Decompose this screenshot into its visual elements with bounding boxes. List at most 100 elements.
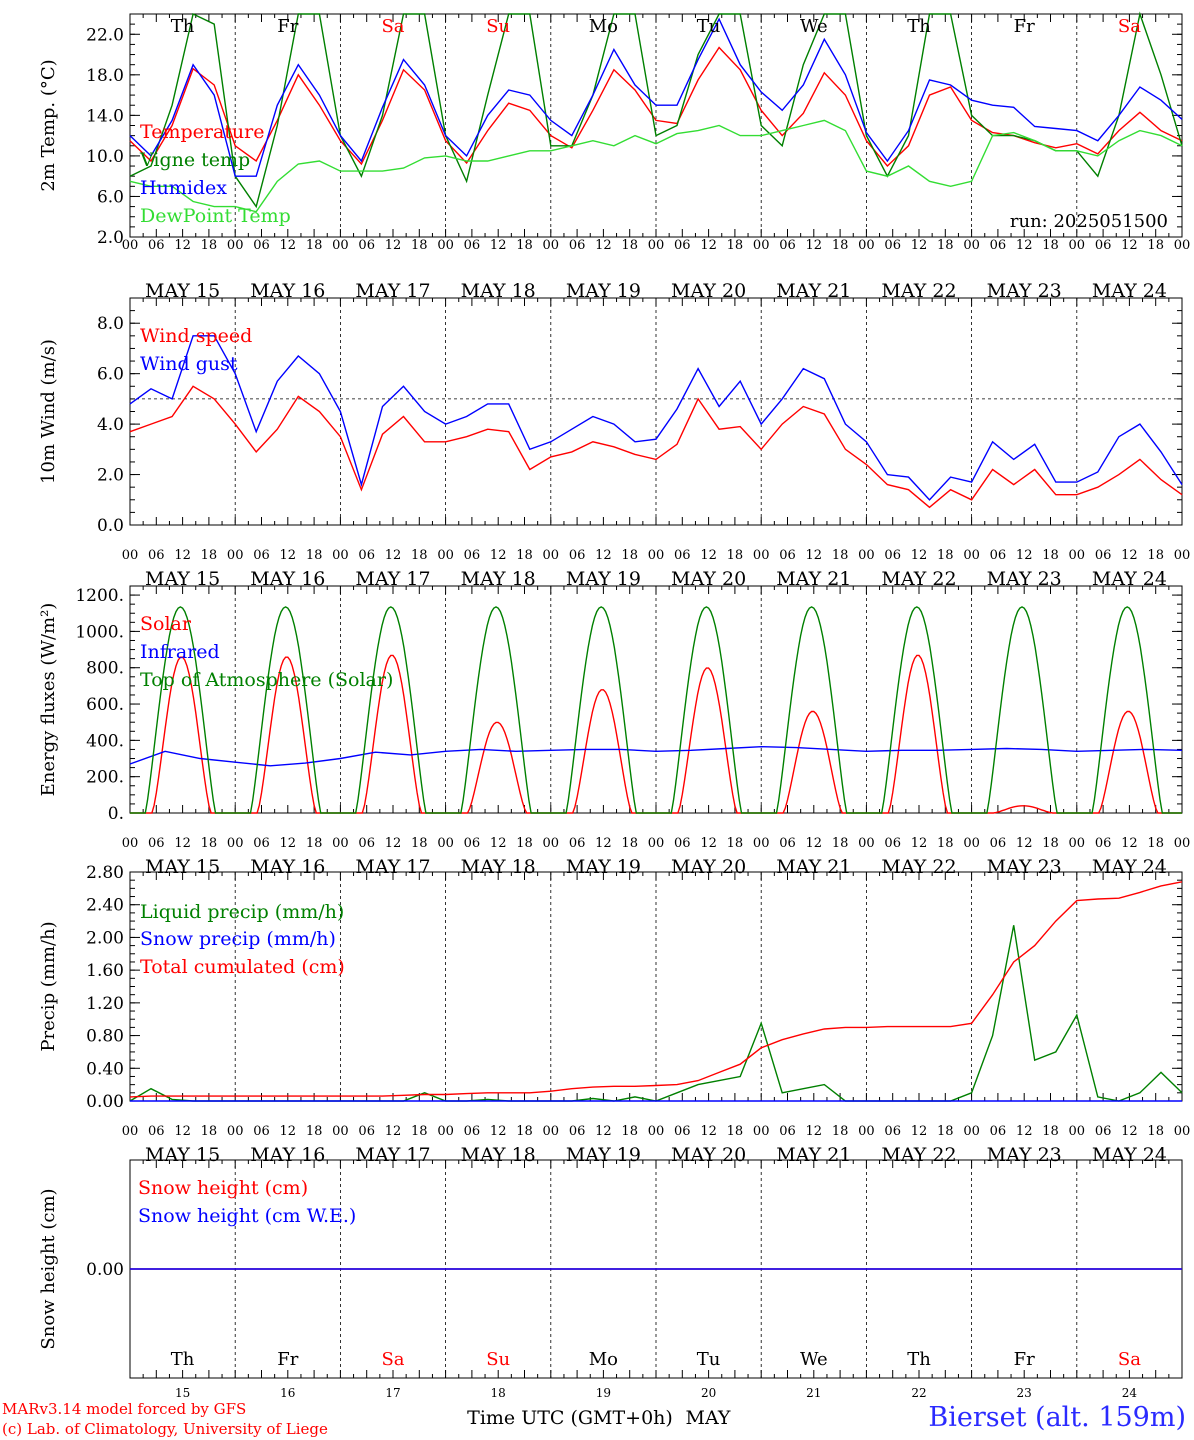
temperature-hour-tick-label: 12 <box>911 238 928 253</box>
energy-hour-tick-label: 00 <box>753 836 770 851</box>
energy-hour-tick-label: 00 <box>437 836 454 851</box>
precip-y-tick-label: 0.40 <box>86 1059 124 1079</box>
axis-labels: 2.0 6.0 10.0 14.0 18.0 22.0 2m Temp. (°C) Tempe… <box>38 16 1190 1429</box>
wind-hour-tick-label: 12 <box>911 548 928 563</box>
energy-hour-tick-label: 18 <box>937 836 954 851</box>
wind-hour-tick-label: 00 <box>648 548 665 563</box>
wind-hour-tick-label: 00 <box>437 548 454 563</box>
wind-hour-tick-label: 00 <box>963 548 980 563</box>
energy-hour-tick-label: 00 <box>858 836 875 851</box>
wind-hour-tick-label: 12 <box>280 548 297 563</box>
energy-y-axis-label: Energy fluxes (W/m²) <box>38 603 59 797</box>
wind-hour-tick-label: 18 <box>937 548 954 563</box>
wind-hour-tick-label: 06 <box>884 548 901 563</box>
precip-hour-tick-label: 00 <box>858 1124 875 1139</box>
wind-hour-tick-label: 00 <box>1174 548 1191 563</box>
series-lines <box>129 11 1183 1270</box>
wind-series-wind-speed <box>129 385 1183 509</box>
precip-hour-tick-label: 18 <box>411 1124 428 1139</box>
precip-y-tick-label: 0.00 <box>86 1092 124 1112</box>
weekday-label-bottom: Fr <box>1014 1349 1035 1370</box>
temperature-day-label: MAY 17 <box>355 280 430 302</box>
station-label: Bierset (alt. 159m) <box>928 1402 1186 1433</box>
precip-hour-tick-label: 06 <box>884 1124 901 1139</box>
energy-day-label: MAY 21 <box>776 856 851 878</box>
wind-hour-tick-label: 00 <box>1069 548 1086 563</box>
precip-hour-tick-label: 12 <box>174 1124 191 1139</box>
energy-hour-tick-label: 18 <box>832 836 849 851</box>
wind-hour-tick-label: 12 <box>490 548 507 563</box>
energy-day-label: MAY 18 <box>461 856 536 878</box>
temperature-hour-tick-label: 18 <box>727 238 744 253</box>
precip-day-label: MAY 19 <box>566 1144 641 1166</box>
precip-hour-tick-label: 12 <box>490 1124 507 1139</box>
weekday-label-top: Sa <box>1118 16 1141 37</box>
energy-hour-tick-label: 00 <box>227 836 244 851</box>
precip-day-label: MAY 20 <box>671 1144 746 1166</box>
energy-hour-tick-label: 18 <box>306 836 323 851</box>
weekday-label-top: Th <box>907 16 931 37</box>
energy-hour-tick-label: 06 <box>253 836 270 851</box>
wind-hour-tick-label: 00 <box>543 548 560 563</box>
temperature-hour-tick-label: 18 <box>937 238 954 253</box>
wind-hour-tick-label: 06 <box>358 548 375 563</box>
wind-hour-tick-label: 00 <box>753 548 770 563</box>
precip-hour-tick-label: 12 <box>806 1124 823 1139</box>
wind-hour-tick-label: 06 <box>1095 548 1112 563</box>
energy-hour-tick-label: 12 <box>911 836 928 851</box>
temperature-day-label: MAY 19 <box>566 280 641 302</box>
snow-legend-entry: Snow height (cm) <box>138 1177 308 1199</box>
temperature-hour-tick-label: 12 <box>595 238 612 253</box>
temperature-y-tick-label: 18.0 <box>86 66 124 86</box>
wind-hour-tick-label: 12 <box>1121 548 1138 563</box>
wind-hour-tick-label: 18 <box>306 548 323 563</box>
energy-hour-tick-label: 00 <box>1174 836 1191 851</box>
energy-hour-tick-label: 18 <box>1042 836 1059 851</box>
day-number-label: 23 <box>1017 1386 1032 1400</box>
precip-legend-entry: Total cumulated (cm) <box>140 956 345 978</box>
wind-series-wind-gust <box>129 335 1183 501</box>
wind-hour-tick-label: 12 <box>174 548 191 563</box>
credit-line-2: (c) Lab. of Climatology, University of L… <box>2 1420 328 1438</box>
energy-hour-tick-label: 12 <box>806 836 823 851</box>
precip-hour-tick-label: 12 <box>1016 1124 1033 1139</box>
precip-hour-tick-label: 00 <box>227 1124 244 1139</box>
day-number-label: 22 <box>911 1386 926 1400</box>
wind-hour-tick-label: 06 <box>148 548 165 563</box>
snow-legend-entry: Snow height (cm W.E.) <box>138 1205 356 1227</box>
energy-y-tick-label: 1000. <box>75 622 124 642</box>
temperature-hour-tick-label: 12 <box>490 238 507 253</box>
weekday-label-top: Su <box>486 16 510 37</box>
energy-series-infrared <box>129 745 1183 767</box>
temperature-hour-tick-label: 06 <box>464 238 481 253</box>
weekday-label-bottom: Mo <box>589 1349 618 1370</box>
wind-hour-tick-label: 06 <box>674 548 691 563</box>
energy-hour-tick-label: 12 <box>385 836 402 851</box>
precip-day-label: MAY 16 <box>250 1144 325 1166</box>
precip-day-label: MAY 22 <box>881 1144 956 1166</box>
temperature-hour-tick-label: 12 <box>280 238 297 253</box>
precip-hour-tick-label: 06 <box>464 1124 481 1139</box>
temperature-hour-tick-label: 18 <box>1147 238 1164 253</box>
temperature-hour-tick-label: 18 <box>1042 238 1059 253</box>
wind-y-tick-label: 2.0 <box>97 466 124 486</box>
precip-hour-tick-label: 00 <box>1069 1124 1086 1139</box>
precip-hour-tick-label: 00 <box>1174 1124 1191 1139</box>
energy-series-top-of-atmosphere-solar- <box>130 606 1182 814</box>
wind-hour-tick-label: 06 <box>779 548 796 563</box>
precip-hour-tick-label: 06 <box>569 1124 586 1139</box>
precip-day-label: MAY 24 <box>1092 1144 1167 1166</box>
day-number-label: 16 <box>280 1386 295 1400</box>
energy-y-tick-label: 800. <box>86 659 124 679</box>
temperature-hour-tick-label: 12 <box>806 238 823 253</box>
precip-day-label: MAY 23 <box>987 1144 1062 1166</box>
wind-day-label: MAY 20 <box>671 568 746 590</box>
precip-hour-tick-label: 12 <box>280 1124 297 1139</box>
precip-hour-tick-label: 06 <box>148 1124 165 1139</box>
weekday-label-top: Fr <box>277 16 298 37</box>
precip-y-tick-label: 0.80 <box>86 1027 124 1047</box>
energy-y-tick-label: 1200. <box>75 586 124 606</box>
energy-hour-tick-label: 12 <box>595 836 612 851</box>
temperature-hour-tick-label: 06 <box>253 238 270 253</box>
precip-hour-tick-label: 06 <box>674 1124 691 1139</box>
